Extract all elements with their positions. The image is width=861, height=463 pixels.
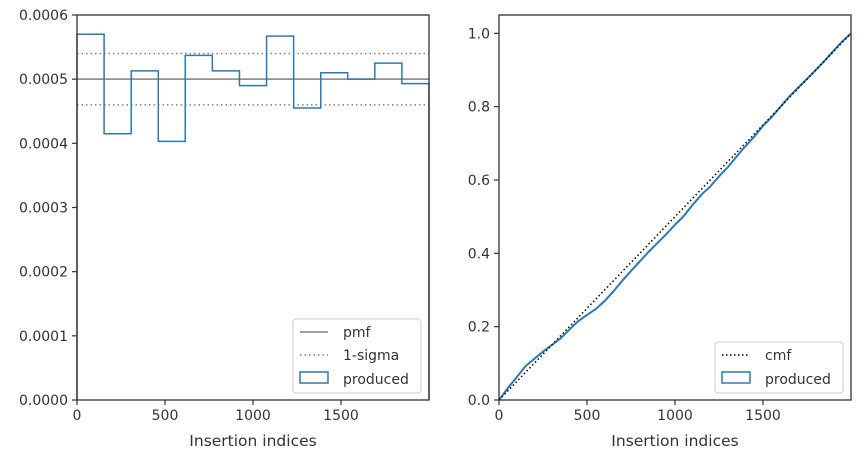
y-tick-label: 0.4 [468, 246, 490, 262]
x-tick-label: 500 [152, 408, 179, 424]
produced-histogram-step [76, 33, 430, 400]
legend-produced-swatch-2 [721, 371, 751, 384]
hist-y-ticks: 0.0000 0.0001 0.0002 0.0003 0.0004 0.0005 0.00… [19, 8, 77, 409]
y-tick-label: 0.6 [468, 173, 490, 189]
y-tick-label: 0.0001 [19, 329, 68, 345]
legend-produced-label-2: produced [765, 372, 831, 388]
hist-x-axis-label: Insertion indices [189, 432, 316, 450]
cmf-x-axis-label: Insertion indices [611, 432, 738, 450]
histogram-chart: 0 500 1000 1500 0.00000.00010.00020.00030.0… [19, 8, 430, 450]
legend-produced-swatch [299, 371, 329, 384]
legend-sigma-label: 1-sigma [343, 348, 399, 364]
cmf-line [498, 32, 852, 401]
x-tick-label: 1500 [323, 408, 359, 424]
y-tick-label: 0.0004 [19, 136, 68, 152]
hist-pmf-layer [77, 52, 429, 106]
x-tick-label: 1000 [235, 408, 271, 424]
hist-bars-layer [76, 33, 430, 400]
x-tick-label: 1000 [657, 408, 693, 424]
hist-legend: pmf 1-sigma produced [292, 318, 422, 394]
cmf-chart: 0 500 1000 1500 0.0 0.2 0.4 0.6 0.8 1.0 Insertio… [468, 14, 852, 450]
cmf-x-ticks: 0 500 1000 1500 [495, 400, 781, 424]
y-tick-label: 0.0003 [19, 201, 68, 217]
y-tick-label: 0.0002 [19, 265, 68, 281]
x-tick-label: 0 [495, 408, 504, 424]
y-tick-label: 0.0 [468, 393, 490, 409]
x-tick-label: 0 [73, 408, 82, 424]
hist-legend-box [292, 318, 422, 394]
cmf-y-ticks: 0.0 0.2 0.4 0.6 0.8 1.0 [468, 26, 499, 409]
y-tick-label: 1.0 [468, 26, 490, 42]
legend-cmf-label: cmf [765, 348, 792, 364]
hist-x-ticks: 0 500 1000 1500 [73, 400, 359, 424]
y-tick-label: 0.0005 [19, 72, 68, 88]
y-tick-label: 0.0006 [19, 8, 68, 24]
cmf-legend: cmf produced [714, 341, 844, 394]
y-tick-label: 0.8 [468, 100, 490, 116]
cmf-lines-layer [498, 32, 852, 401]
y-tick-label: 0.2 [468, 320, 490, 336]
x-tick-label: 1500 [745, 408, 781, 424]
legend-pmf-label: pmf [343, 325, 372, 341]
y-tick-label: 0.0000 [19, 393, 68, 409]
legend-produced-label: produced [343, 372, 409, 388]
x-tick-label: 500 [574, 408, 601, 424]
